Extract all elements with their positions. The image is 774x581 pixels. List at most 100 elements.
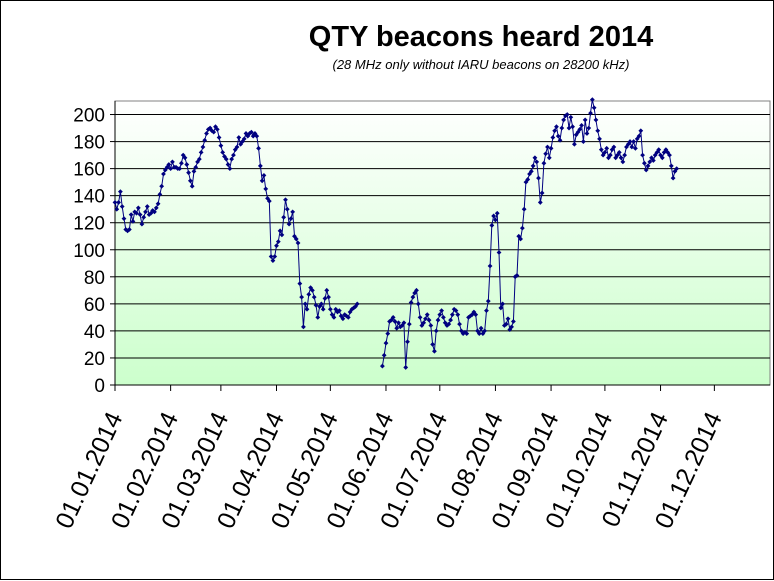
data-point: [455, 312, 461, 318]
data-point: [222, 154, 227, 159]
data-point: [263, 186, 269, 192]
data-point: [670, 175, 676, 181]
data-point: [121, 216, 127, 222]
gridlines: [115, 114, 770, 359]
data-point: [674, 166, 680, 172]
data-point: [137, 212, 143, 217]
data-point: [143, 209, 148, 215]
data-point: [406, 321, 412, 327]
data-point: [257, 163, 263, 169]
data-point: [126, 227, 132, 232]
data-point: [259, 178, 265, 184]
data-point: [187, 178, 193, 184]
data-point: [482, 328, 488, 334]
data-point: [638, 128, 644, 134]
data-point: [245, 133, 251, 139]
data-point: [155, 201, 161, 207]
data-point: [568, 114, 574, 120]
data-point: [591, 105, 597, 111]
data-point: [487, 263, 493, 269]
data-point: [473, 312, 479, 318]
data-point: [539, 190, 545, 196]
data-point: [478, 325, 484, 331]
data-point: [301, 324, 306, 330]
data-point: [178, 160, 184, 166]
data-point: [641, 160, 647, 166]
data-point: [392, 319, 398, 324]
data-point: [354, 301, 360, 307]
y-tick-label: 120: [73, 214, 105, 235]
data-point: [636, 133, 642, 139]
data-point: [254, 133, 260, 139]
data-point: [293, 236, 299, 242]
data-point: [128, 212, 134, 217]
data-point: [430, 342, 436, 347]
data-point: [604, 145, 610, 151]
data-point: [247, 131, 252, 136]
data-point: [196, 156, 202, 162]
y-tick-label: 0: [94, 376, 105, 397]
data-point: [349, 306, 355, 312]
data-point: [643, 167, 649, 173]
data-point: [265, 195, 270, 201]
data-point: [521, 206, 527, 212]
data-point: [496, 250, 502, 255]
y-tick-label: 80: [84, 268, 105, 289]
data-point: [223, 156, 229, 162]
data-point: [141, 214, 147, 220]
data-point: [485, 298, 491, 304]
data-point: [381, 352, 387, 358]
data-point: [218, 143, 224, 149]
data-point: [182, 155, 188, 161]
data-point: [399, 323, 405, 328]
data-point: [130, 218, 136, 224]
data-point: [189, 183, 195, 189]
data-point: [390, 314, 396, 320]
data-point: [536, 175, 541, 181]
data-point: [283, 197, 288, 203]
data-point: [584, 131, 590, 136]
data-point: [494, 210, 500, 216]
y-tick-label: 20: [84, 349, 105, 370]
data-point: [433, 328, 439, 334]
data-point: [620, 159, 626, 165]
data-point: [471, 309, 477, 315]
data-point: [555, 133, 561, 139]
data-point: [624, 144, 629, 150]
data-point: [595, 128, 601, 134]
data-point: [229, 156, 235, 162]
data-point: [225, 162, 231, 167]
data-point: [518, 236, 523, 242]
data-point: [546, 155, 552, 161]
data-point: [277, 228, 283, 234]
y-tick-label: 160: [73, 160, 105, 181]
data-point: [602, 149, 608, 155]
data-point: [645, 163, 651, 169]
data-point: [414, 287, 419, 293]
data-point: [112, 200, 118, 205]
y-tick-label: 140: [73, 187, 105, 208]
data-point: [618, 155, 624, 161]
data-point: [498, 305, 504, 311]
data-point: [161, 171, 166, 177]
data-point: [116, 200, 121, 205]
data-point: [442, 320, 448, 326]
data-point: [597, 136, 602, 142]
data-point: [117, 189, 123, 195]
data-point: [295, 240, 301, 246]
data-point: [453, 308, 459, 314]
data-point: [559, 125, 565, 131]
data-point: [505, 316, 511, 322]
data-point: [415, 301, 421, 307]
data-point: [627, 139, 633, 144]
data-point: [166, 162, 172, 167]
data-point: [202, 137, 208, 143]
data-point: [561, 117, 567, 123]
data-point: [211, 129, 217, 135]
data-point: [268, 254, 274, 259]
data-point: [256, 145, 261, 151]
data-point: [417, 314, 423, 320]
y-tick-labels: 0 20 40 60 80 100 120 140 160 180 200: [73, 106, 105, 397]
data-point: [552, 128, 558, 134]
data-point: [410, 294, 416, 300]
